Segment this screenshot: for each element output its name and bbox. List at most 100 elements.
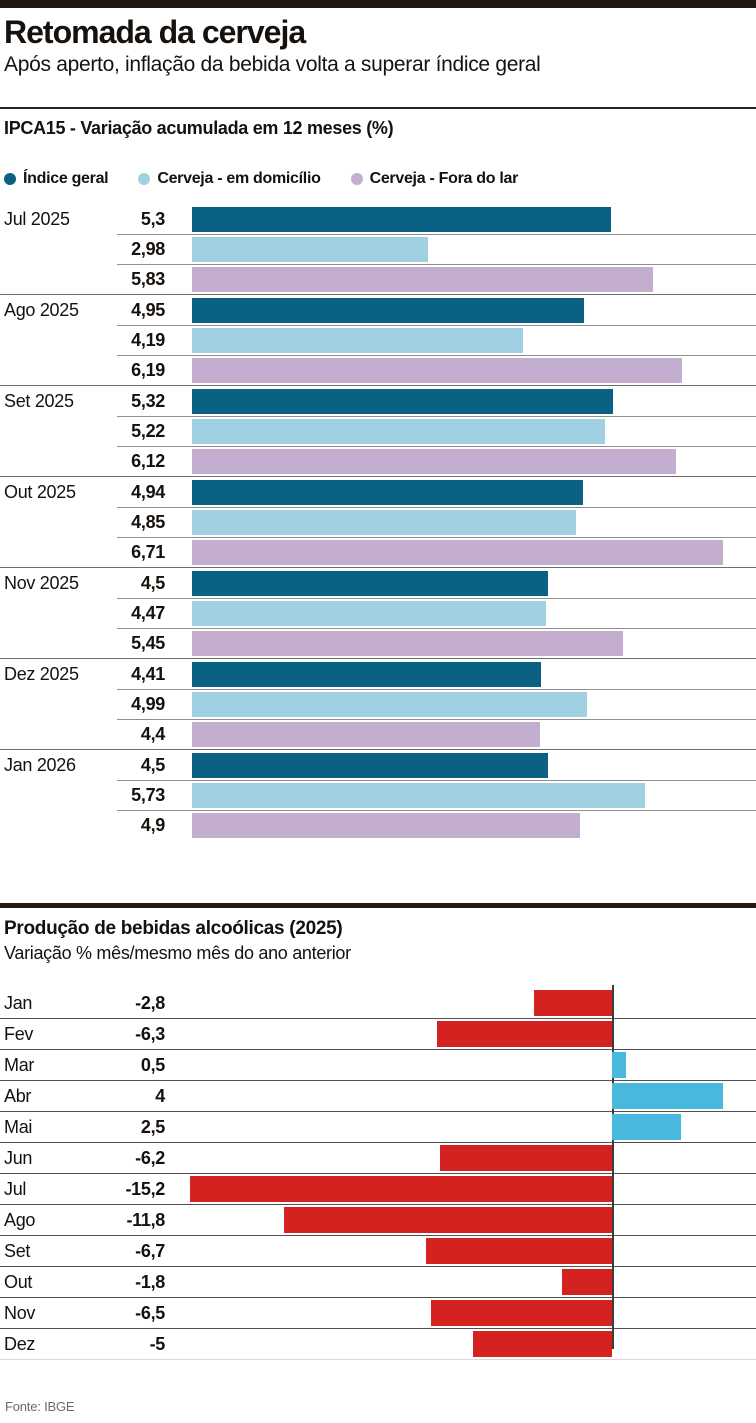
chart-row: Out -1,8 [0, 1267, 756, 1298]
value-label: 4,4 [140, 723, 165, 744]
page-title: Retomada da cerveja [4, 14, 306, 50]
chart-row: Ago 2025 4,95 [0, 295, 756, 325]
section-rule-thick [0, 903, 756, 908]
bar [611, 1083, 723, 1109]
bar-track [192, 600, 756, 626]
month-label: Nov 2025 [4, 572, 79, 593]
bar-track [192, 721, 756, 747]
value-label: 6,71 [131, 541, 165, 562]
bar [611, 1114, 682, 1140]
month-label: Dez 2025 [4, 663, 79, 684]
value-label: 2,98 [131, 238, 165, 259]
value-label: 2,5 [140, 1116, 165, 1137]
chart-row: Out 2025 4,94 [0, 477, 756, 507]
value-label: 5,73 [131, 784, 165, 805]
bar-track [190, 1081, 756, 1111]
bar [192, 266, 654, 292]
chart-row: Fev -6,3 [0, 1019, 756, 1050]
chart-row: Mai 2,5 [0, 1112, 756, 1143]
value-label: 4,47 [131, 602, 165, 623]
bar-track [192, 448, 756, 474]
value-label: 4,5 [140, 754, 165, 775]
bar [436, 1021, 612, 1047]
ipca-bar-chart: Jul 2025 5,3 2,98 5,83 Ago 2025 4,95 4,19 6,19 S… [0, 204, 756, 840]
month-label: Set [4, 1240, 31, 1261]
chart-row: Nov 2025 4,5 [0, 568, 756, 598]
page-subtitle: Após aperto, inflação da bebida volta a … [4, 53, 541, 76]
chart-row: Set 2025 5,32 [0, 386, 756, 416]
month-group: Out 2025 4,94 4,85 6,71 [0, 476, 756, 567]
value-label: -6,5 [135, 1302, 165, 1323]
bar [425, 1238, 612, 1264]
value-label: 5,45 [131, 632, 165, 653]
bar [192, 388, 613, 414]
value-label: -6,7 [135, 1240, 165, 1261]
chart-row: 4,19 [0, 325, 756, 355]
production-chart-section: Produção de bebidas alcoólicas (2025) Va… [0, 903, 756, 1360]
legend-item: Índice geral [4, 170, 109, 188]
bar [192, 691, 587, 717]
chart-row: 5,73 [0, 780, 756, 810]
chart-row: Abr 4 [0, 1081, 756, 1112]
bar-track [190, 1112, 756, 1142]
bar [192, 812, 580, 838]
chart-row: Jan 2026 4,5 [0, 750, 756, 780]
bar [192, 782, 646, 808]
chart-row: 4,99 [0, 689, 756, 719]
chart-row: 4,47 [0, 598, 756, 628]
bar-track [192, 297, 756, 323]
chart-row: 6,71 [0, 537, 756, 567]
value-label: 6,19 [131, 359, 165, 380]
legend-label: Índice geral [23, 170, 109, 187]
bar [561, 1269, 612, 1295]
bar-track [192, 418, 756, 444]
value-label: 4 [155, 1085, 165, 1106]
month-group: Jul 2025 5,3 2,98 5,83 [0, 204, 756, 294]
chart-row: 5,22 [0, 416, 756, 446]
bar [192, 236, 428, 262]
top-rule [0, 0, 756, 8]
month-label: Jul 2025 [4, 208, 70, 229]
value-label: 4,94 [131, 481, 165, 502]
chart-row: 4,4 [0, 719, 756, 749]
legend-dot-icon [4, 173, 16, 185]
bar [431, 1300, 612, 1326]
bar [192, 357, 682, 383]
bar-track [192, 539, 756, 565]
value-label: 4,5 [140, 572, 165, 593]
value-label: 5,3 [140, 208, 165, 229]
bar [192, 509, 576, 535]
bar-track [192, 630, 756, 656]
value-label: 4,9 [140, 814, 165, 835]
value-label: 5,22 [131, 420, 165, 441]
month-label: Out 2025 [4, 481, 76, 502]
month-label: Dez [4, 1333, 36, 1354]
month-group: Set 2025 5,32 5,22 6,12 [0, 385, 756, 476]
chart-row: Jan -2,8 [0, 985, 756, 1349]
bar-track [192, 206, 756, 232]
bar [192, 418, 605, 444]
value-label: 4,99 [131, 693, 165, 714]
bar-track [190, 1143, 756, 1173]
chart-row: Jun -6,2 [0, 1143, 756, 1174]
legend-item: Cerveja - Fora do lar [350, 170, 519, 188]
legend-label: Cerveja - Fora do lar [369, 170, 519, 187]
legend-dot-icon [350, 173, 363, 185]
month-label: Ago [4, 1209, 36, 1230]
bar [192, 600, 546, 626]
bar-track [192, 570, 756, 596]
value-label: -6,3 [135, 1023, 165, 1044]
month-label: Mar [4, 1054, 35, 1075]
chart-row: 6,12 [0, 446, 756, 476]
month-label: Abr [4, 1085, 32, 1106]
bar-track [190, 985, 756, 1349]
bar [534, 990, 612, 1016]
bar-track [190, 1298, 756, 1328]
bar-track [190, 1329, 756, 1359]
chart-row: Dez 2025 4,41 [0, 659, 756, 689]
month-label: Ago 2025 [4, 299, 79, 320]
value-label: -6,2 [135, 1147, 165, 1168]
legend: Índice geral Cerveja - em domicílio Cervej… [4, 170, 756, 188]
bar [284, 1207, 612, 1233]
